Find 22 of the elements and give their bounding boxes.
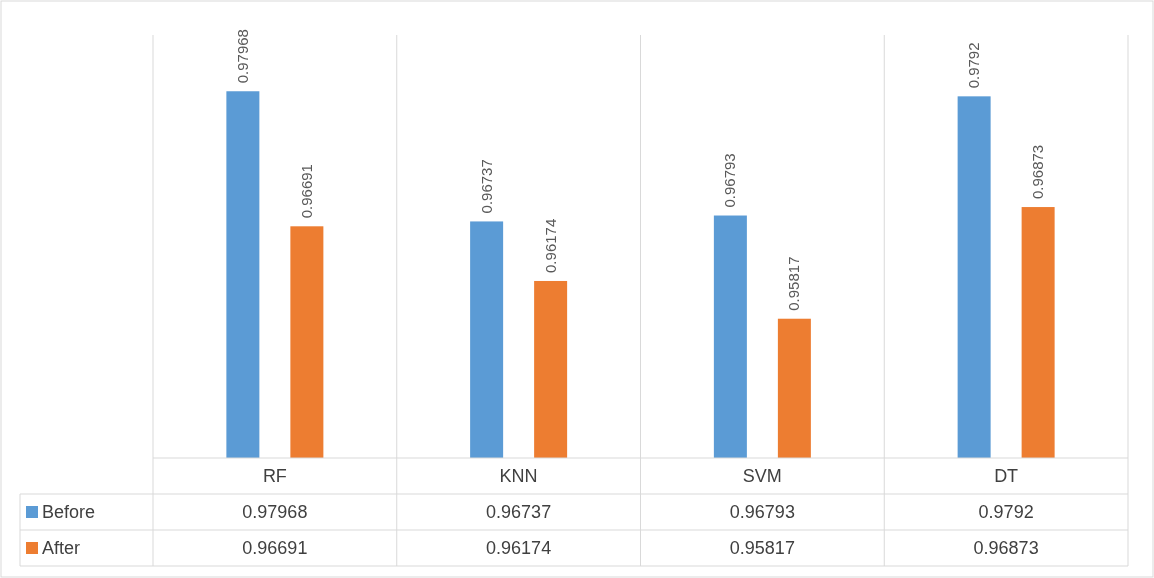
text: 0.96793 xyxy=(729,502,795,522)
x-tick-label: SVM xyxy=(742,466,782,486)
data-label: 0.96174 xyxy=(541,218,559,273)
x-tick-label: DT xyxy=(994,466,1019,486)
data-label: 0.95817 xyxy=(785,256,803,311)
text: 0.96873 xyxy=(973,538,1039,558)
x-tick-label: RF xyxy=(262,466,287,486)
data-label: 0.9792 xyxy=(965,42,983,89)
text: 0.96737 xyxy=(486,502,552,522)
text: 0.95817 xyxy=(729,538,795,558)
data-label: 0.96873 xyxy=(1029,144,1047,200)
data-label: 0.96691 xyxy=(297,164,315,219)
data-label: 0.96737 xyxy=(477,159,495,214)
legend-label: After xyxy=(42,538,81,558)
x-tick-label: KNN xyxy=(499,466,538,486)
text: 0.96691 xyxy=(242,538,308,558)
data-label: 0.96793 xyxy=(721,153,739,208)
legend-label: Before xyxy=(42,502,96,522)
text: 0.96174 xyxy=(486,538,552,558)
data-label: 0.97968 xyxy=(233,29,251,84)
text: 0.9792 xyxy=(978,502,1034,522)
text: 0.97968 xyxy=(242,502,308,522)
